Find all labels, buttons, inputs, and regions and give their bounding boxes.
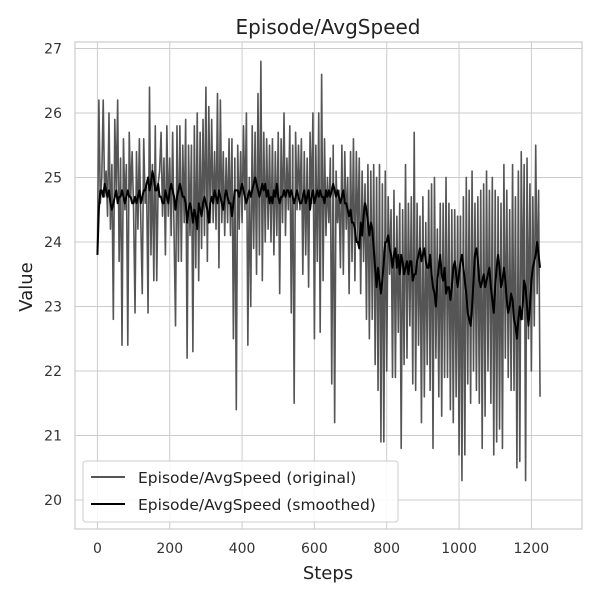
legend-box [82, 460, 399, 523]
y-tick-label: 26 [44, 106, 62, 122]
y-tick-label: 20 [44, 493, 62, 509]
y-tick-label: 25 [44, 170, 62, 186]
y-tick-label: 21 [44, 428, 62, 444]
series-line-smoothed [96, 170, 542, 340]
y-tick-label: 23 [44, 299, 62, 315]
x-tick-label: 200 [156, 541, 183, 557]
series-line-original [96, 60, 541, 482]
legend-label-smoothed: Episode/AvgSpeed (smoothed) [138, 496, 376, 514]
y-ticks: 20 21 22 23 24 25 26 27 [44, 41, 62, 509]
x-tick-label: 0 [93, 541, 102, 557]
x-ticks: 0 200 400 600 800 1000 1200 [93, 541, 549, 557]
x-tick-label: 800 [373, 541, 400, 557]
y-axis-label: Value [16, 262, 37, 311]
legend-label-original: Episode/AvgSpeed (original) [138, 469, 356, 487]
chart-title: Episode/AvgSpeed [235, 15, 420, 39]
legend: Episode/AvgSpeed (original) Episode/AvgS… [82, 460, 399, 523]
x-axis-label: Steps [303, 563, 353, 584]
x-tick-label: 1200 [514, 541, 550, 557]
y-tick-label: 22 [44, 364, 62, 380]
y-tick-label: 24 [44, 235, 62, 251]
x-tick-label: 600 [301, 541, 328, 557]
x-tick-label: 400 [229, 541, 256, 557]
series-lines [96, 60, 542, 482]
y-tick-label: 27 [44, 41, 62, 57]
x-tick-label: 1000 [441, 541, 477, 557]
